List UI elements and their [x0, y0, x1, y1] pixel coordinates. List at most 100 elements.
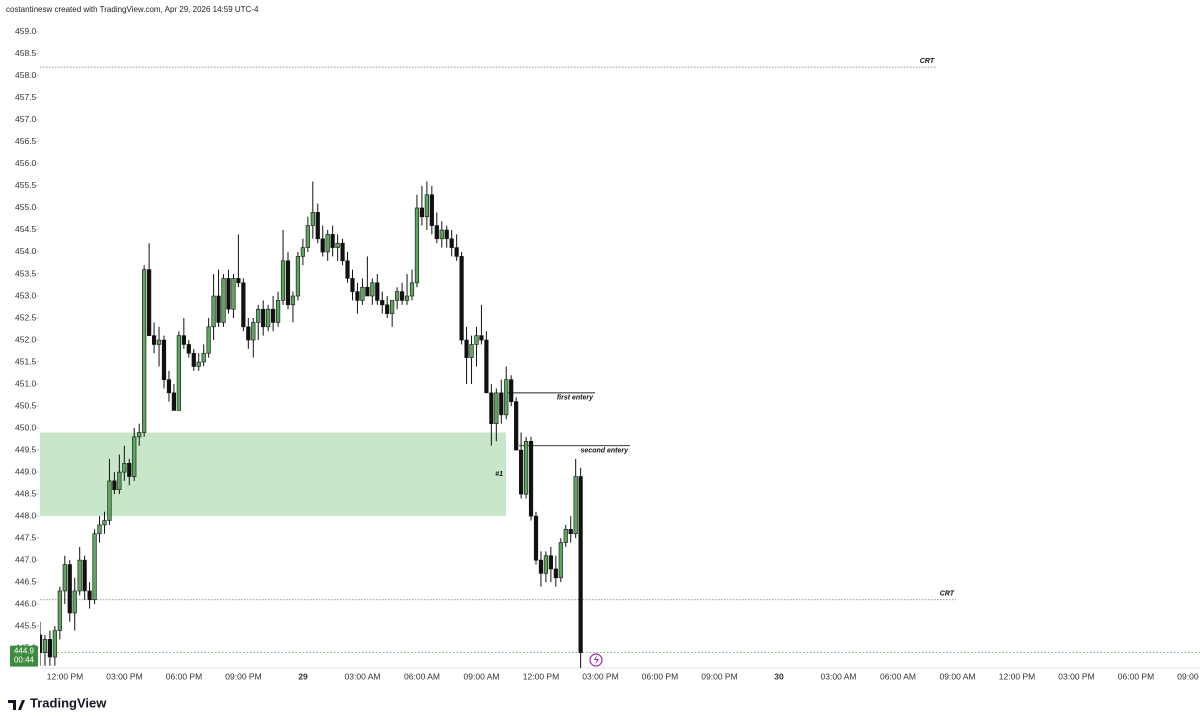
candle-body	[409, 282, 415, 297]
line-label: first entery	[557, 395, 594, 402]
candle-body	[340, 242, 345, 262]
line-label: CRT	[940, 591, 955, 598]
candle-body	[395, 291, 400, 301]
candle-body	[142, 269, 147, 433]
candle-body	[40, 634, 43, 653]
candle-body	[315, 212, 320, 240]
candle-body	[429, 194, 434, 226]
candle-body	[514, 401, 519, 451]
y-tick-label: 453.0	[15, 290, 37, 300]
x-tick-label: 12:00 PM	[999, 671, 1035, 681]
candle-body	[449, 238, 454, 248]
candle-body	[355, 291, 360, 301]
candle-body	[246, 326, 251, 341]
candle-body	[42, 639, 48, 653]
candle-body	[474, 335, 479, 345]
x-tick-label: 03:00 PM	[106, 671, 142, 681]
y-tick-label: 446.5	[15, 576, 37, 586]
candle-body	[573, 476, 578, 535]
candle-body	[256, 308, 261, 323]
x-tick-label: 06:00 AM	[404, 671, 440, 681]
candle-body	[444, 229, 449, 240]
y-tick-label: 458.5	[15, 48, 37, 58]
candle-body	[117, 471, 122, 491]
candle-body	[345, 260, 350, 279]
candle-body	[479, 335, 484, 341]
y-tick-label: 447.0	[15, 554, 37, 564]
x-tick-label: 03:00 PM	[582, 671, 618, 681]
candle-body	[538, 559, 544, 574]
candle-body	[350, 278, 355, 292]
candle-body	[72, 590, 77, 614]
candle-body	[186, 344, 191, 354]
x-tick-label: 30	[774, 671, 784, 681]
candle-body	[112, 480, 117, 491]
x-tick-label: 06:00 PM	[166, 671, 202, 681]
candle-body	[82, 559, 87, 592]
candle-body	[509, 379, 514, 402]
candle-body	[310, 212, 315, 226]
candle-body	[335, 242, 340, 248]
x-tick-label: 12:00 PM	[523, 671, 559, 681]
candle-body	[533, 515, 539, 561]
y-tick-label: 457.5	[15, 92, 37, 102]
candle-body	[241, 282, 246, 328]
candle-body	[161, 339, 167, 380]
candle-body	[231, 278, 236, 310]
candle-body	[156, 339, 162, 345]
candle-body	[191, 352, 196, 367]
y-tick-label: 457.0	[15, 114, 37, 124]
alert-icon	[589, 653, 603, 667]
candle-body	[399, 291, 405, 301]
candle-body	[370, 282, 375, 297]
plot-area	[40, 66, 1200, 668]
candle-body	[385, 304, 390, 314]
candle-body	[459, 256, 464, 341]
candle-body	[528, 440, 534, 517]
candle-body	[176, 335, 181, 411]
y-tick-label: 445.5	[15, 620, 37, 630]
candle-body	[360, 286, 365, 301]
x-tick-label: 12:00 PM	[47, 671, 83, 681]
header: costantinesw created with TradingView.co…	[6, 5, 259, 14]
candle-body	[469, 344, 474, 358]
candle-body	[578, 476, 583, 653]
candle-body	[519, 449, 524, 495]
candle-body	[147, 269, 152, 336]
y-tick-label: 450.0	[15, 422, 37, 432]
x-tick-label: 03:00 PM	[1058, 671, 1094, 681]
candle-body	[523, 440, 529, 495]
candle-body	[504, 379, 509, 416]
candle-body	[380, 300, 385, 306]
candle-body	[201, 352, 206, 363]
x-tick-label: 09:00 PM	[701, 671, 737, 681]
y-tick-label: 459.0	[15, 26, 37, 36]
candle-body	[181, 335, 186, 345]
y-tick-label: 448.5	[15, 488, 37, 498]
x-tick-label: 09:00 AM	[940, 671, 976, 681]
candle-body	[414, 207, 420, 284]
y-tick-label: 449.0	[15, 466, 37, 476]
line-label: CRT	[920, 58, 935, 65]
candle-body	[196, 361, 201, 367]
y-tick-label: 456.0	[15, 158, 37, 168]
candle-body	[305, 225, 310, 248]
candle-body	[290, 295, 296, 306]
candle-body	[77, 559, 82, 592]
candle-body	[62, 564, 67, 592]
candle-body	[464, 339, 469, 358]
x-tick-label: 06:00 PM	[642, 671, 678, 681]
candle-body	[419, 207, 425, 218]
y-tick-label: 455.0	[15, 202, 37, 212]
candle-body	[563, 529, 568, 543]
candle-body	[404, 295, 410, 301]
countdown: 00:44	[14, 656, 35, 665]
candle-body	[295, 256, 301, 297]
candle-body	[439, 229, 444, 240]
y-tick-label: 451.0	[15, 378, 37, 388]
x-tick-label: 09:00 PM	[225, 671, 261, 681]
candle-body	[325, 234, 330, 253]
candle-body	[211, 295, 216, 328]
candle-body	[102, 520, 107, 526]
candle-body	[365, 286, 370, 297]
